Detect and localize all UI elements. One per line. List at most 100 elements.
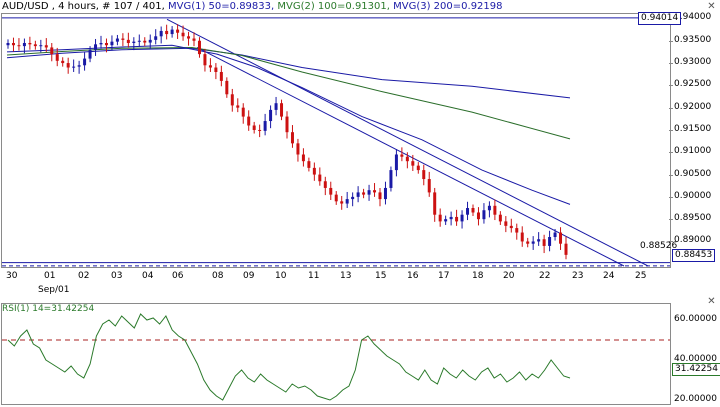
price-tick-label: 0.94000 <box>674 12 712 23</box>
candle-body <box>383 187 387 200</box>
candle-body <box>378 192 382 200</box>
rsi-tick-label: 40.00000 <box>674 354 717 364</box>
high-line-price-label: 0.94014 <box>638 12 682 25</box>
candle-body <box>143 40 147 43</box>
candle-body <box>88 49 92 59</box>
date-tick-label: 20 <box>503 271 515 281</box>
candle-body <box>154 36 158 40</box>
trendline-lower <box>196 47 625 267</box>
rsi-tick-label: 60.00000 <box>674 314 717 324</box>
date-tick-label: 01 <box>44 271 56 281</box>
candle-body <box>274 103 278 110</box>
candle-body <box>115 38 119 42</box>
candle-body <box>493 205 497 215</box>
candle-body <box>526 241 530 244</box>
candle-body <box>6 42 10 46</box>
candle-body <box>22 42 26 47</box>
candle-body <box>269 109 273 122</box>
candle-body <box>203 54 207 66</box>
mvg2-label: MVG(2) 100=0.91301, <box>277 1 390 12</box>
candle-body <box>307 161 311 168</box>
candle-body <box>44 45 48 48</box>
candle-body <box>280 103 284 117</box>
candle-body <box>104 42 108 46</box>
candle-body <box>455 216 459 222</box>
date-tick-label: 10 <box>275 271 287 281</box>
candle-body <box>537 239 541 242</box>
date-tick-label: 30 <box>6 271 18 281</box>
candle-body <box>389 170 393 188</box>
candle-body <box>148 39 152 43</box>
date-tick-label: 06 <box>172 271 184 281</box>
rsi-panel-close-icon[interactable]: ✕ <box>707 296 716 307</box>
rsi-tick-label: 20.00000 <box>674 394 717 404</box>
candle-body <box>345 199 349 204</box>
date-tick-label: 02 <box>78 271 90 281</box>
candle-body <box>214 67 218 72</box>
candle-body <box>11 42 15 46</box>
price-tick-mark <box>669 152 673 154</box>
price-tick-label: 0.92000 <box>674 101 712 112</box>
date-tick-label: 22 <box>539 271 551 281</box>
candle-body <box>187 36 191 39</box>
candle-body <box>487 205 491 211</box>
candle-body <box>340 201 344 204</box>
candle-body <box>181 32 185 37</box>
candle-body <box>362 192 366 195</box>
date-tick-label: 08 <box>212 271 224 281</box>
candle-body <box>290 132 294 144</box>
mid-line-price-label: 0.88526 <box>640 241 678 251</box>
candle-body <box>312 167 316 175</box>
chart-header: AUD/USD , 4 hours, # 107 / 401, MVG(1) 5… <box>2 1 503 12</box>
price-tick-label: 0.90000 <box>674 190 712 201</box>
candle-body <box>329 187 333 195</box>
candle-body <box>225 80 229 95</box>
price-tick-mark <box>669 63 673 65</box>
price-tick-mark <box>669 85 673 87</box>
candle-body <box>476 212 480 220</box>
candle-body <box>438 214 442 222</box>
candle-body <box>433 192 437 215</box>
candle-body <box>39 45 43 47</box>
candle-body <box>405 156 409 162</box>
candle-body <box>28 42 32 45</box>
candle-body <box>99 42 103 45</box>
candle-body <box>285 116 289 133</box>
price-tick-mark <box>669 219 673 221</box>
price-tick-mark <box>669 40 673 42</box>
candle-body <box>416 165 420 171</box>
date-tick-label: 25 <box>635 271 647 281</box>
price-tick-label: 0.93500 <box>674 34 712 45</box>
candle-body <box>241 107 245 117</box>
date-tick-label: 11 <box>308 271 320 281</box>
candle-body <box>137 40 141 42</box>
candle-body <box>334 194 338 202</box>
candle-body <box>301 154 305 162</box>
candle-body <box>192 38 196 41</box>
candle-body <box>460 214 464 222</box>
candle-body <box>515 228 519 233</box>
rsi-panel[interactable] <box>1 303 671 405</box>
candle-body <box>121 38 125 40</box>
price-tick-label: 0.91500 <box>674 123 712 134</box>
candle-body <box>482 210 486 220</box>
price-chart-svg <box>2 17 670 267</box>
candle-body <box>83 58 87 66</box>
candle-body <box>132 41 136 43</box>
candle-body <box>77 65 81 67</box>
candle-body <box>72 66 76 68</box>
candle-body <box>564 243 568 255</box>
price-chart-panel[interactable] <box>1 13 671 268</box>
candle-body <box>449 216 453 220</box>
price-panel-close-icon[interactable]: ✕ <box>707 1 716 12</box>
candle-body <box>400 154 404 157</box>
price-tick-mark <box>669 174 673 176</box>
candle-body <box>394 154 398 171</box>
price-tick-mark <box>669 129 673 131</box>
candle-body <box>247 116 251 126</box>
candle-body <box>373 190 377 193</box>
candle-body <box>351 196 355 200</box>
candle-body <box>66 63 70 68</box>
price-tick-label: 0.92500 <box>674 79 712 90</box>
date-tick-label: 23 <box>572 271 584 281</box>
